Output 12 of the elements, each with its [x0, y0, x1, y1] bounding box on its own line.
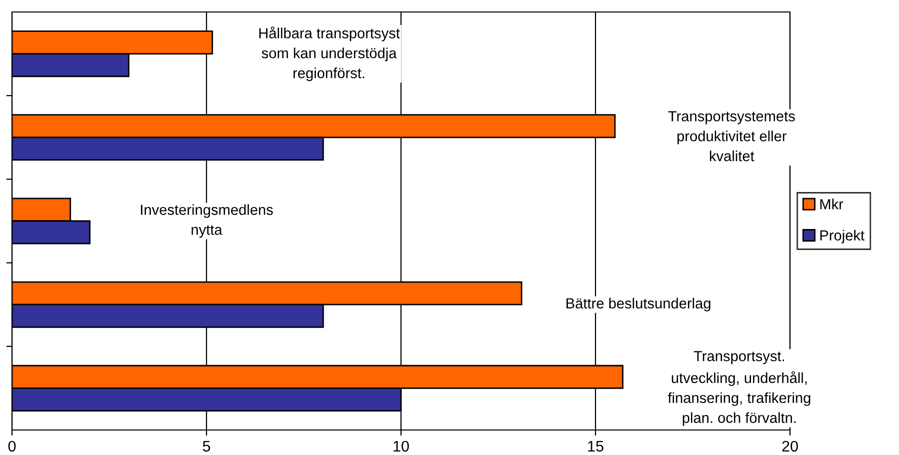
x-tick-label: 0 — [8, 440, 16, 452]
x-tick-label: 15 — [588, 440, 604, 452]
y-tick-label: Bättre beslutsunderlag — [566, 298, 710, 312]
legend-label: Mkr — [820, 198, 844, 210]
y-tick-label: Hållbara transportsyst som kan understödja regionförst. — [259, 26, 400, 82]
x-tick-label: 5 — [202, 440, 210, 452]
legend-label: Projekt — [820, 230, 864, 244]
x-tick-label: 20 — [782, 440, 798, 452]
y-tick-label: Transportsystemets produktivitet eller kvalitet — [668, 111, 795, 162]
x-tick-label: 10 — [394, 440, 409, 452]
y-tick-label: Investeringsmedlens nytta — [140, 204, 273, 238]
y-tick-label: Transportsyst. utveckling, underhåll, finansering, trafikering plan. och förvaltn. — [668, 351, 810, 426]
